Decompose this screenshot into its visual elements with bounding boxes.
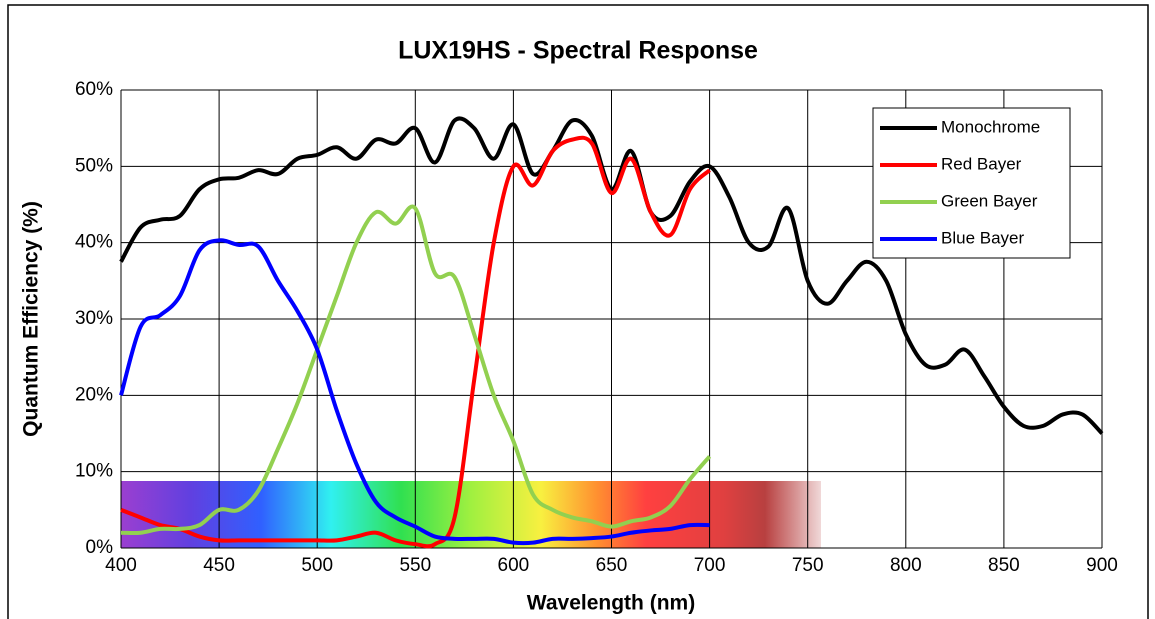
frame [7,4,1149,619]
y-tick-label: 50% [75,155,113,176]
y-tick-label: 10% [75,461,113,482]
x-tick-label: 650 [596,555,628,576]
legend [872,107,1071,259]
series-line [120,204,712,536]
y-tick-label: 40% [75,232,113,253]
x-tick-label: 800 [890,555,922,576]
y-tick-label: 0% [86,537,114,558]
x-tick-label: 450 [203,555,235,576]
x-axis-label: Wavelength (nm) [527,592,695,615]
spectrum-band [121,481,821,548]
y-tick-label: 20% [75,384,113,405]
x-tick-label: 750 [792,555,824,576]
chart-title: LUX19HS - Spectral Response [398,37,758,65]
x-tick-label: 500 [301,555,333,576]
legend-label: Green Bayer [941,191,1038,210]
y-tick-label: 60% [75,79,113,100]
legend-label: Monochrome [941,117,1040,136]
x-tick-label: 400 [105,555,137,576]
legend-label: Blue Bayer [941,228,1024,247]
x-tick-label: 700 [694,555,726,576]
y-tick-label: 30% [75,308,113,329]
series-line [119,116,1104,435]
y-axis-label: Quantum Efficiency (%) [20,201,43,437]
legend-label: Red Bayer [941,154,1022,173]
x-tick-label: 550 [399,555,431,576]
series-line [120,135,711,549]
x-tick-label: 900 [1086,555,1118,576]
x-tick-label: 600 [498,555,530,576]
series-line [119,238,710,546]
x-tick-label: 850 [988,555,1020,576]
